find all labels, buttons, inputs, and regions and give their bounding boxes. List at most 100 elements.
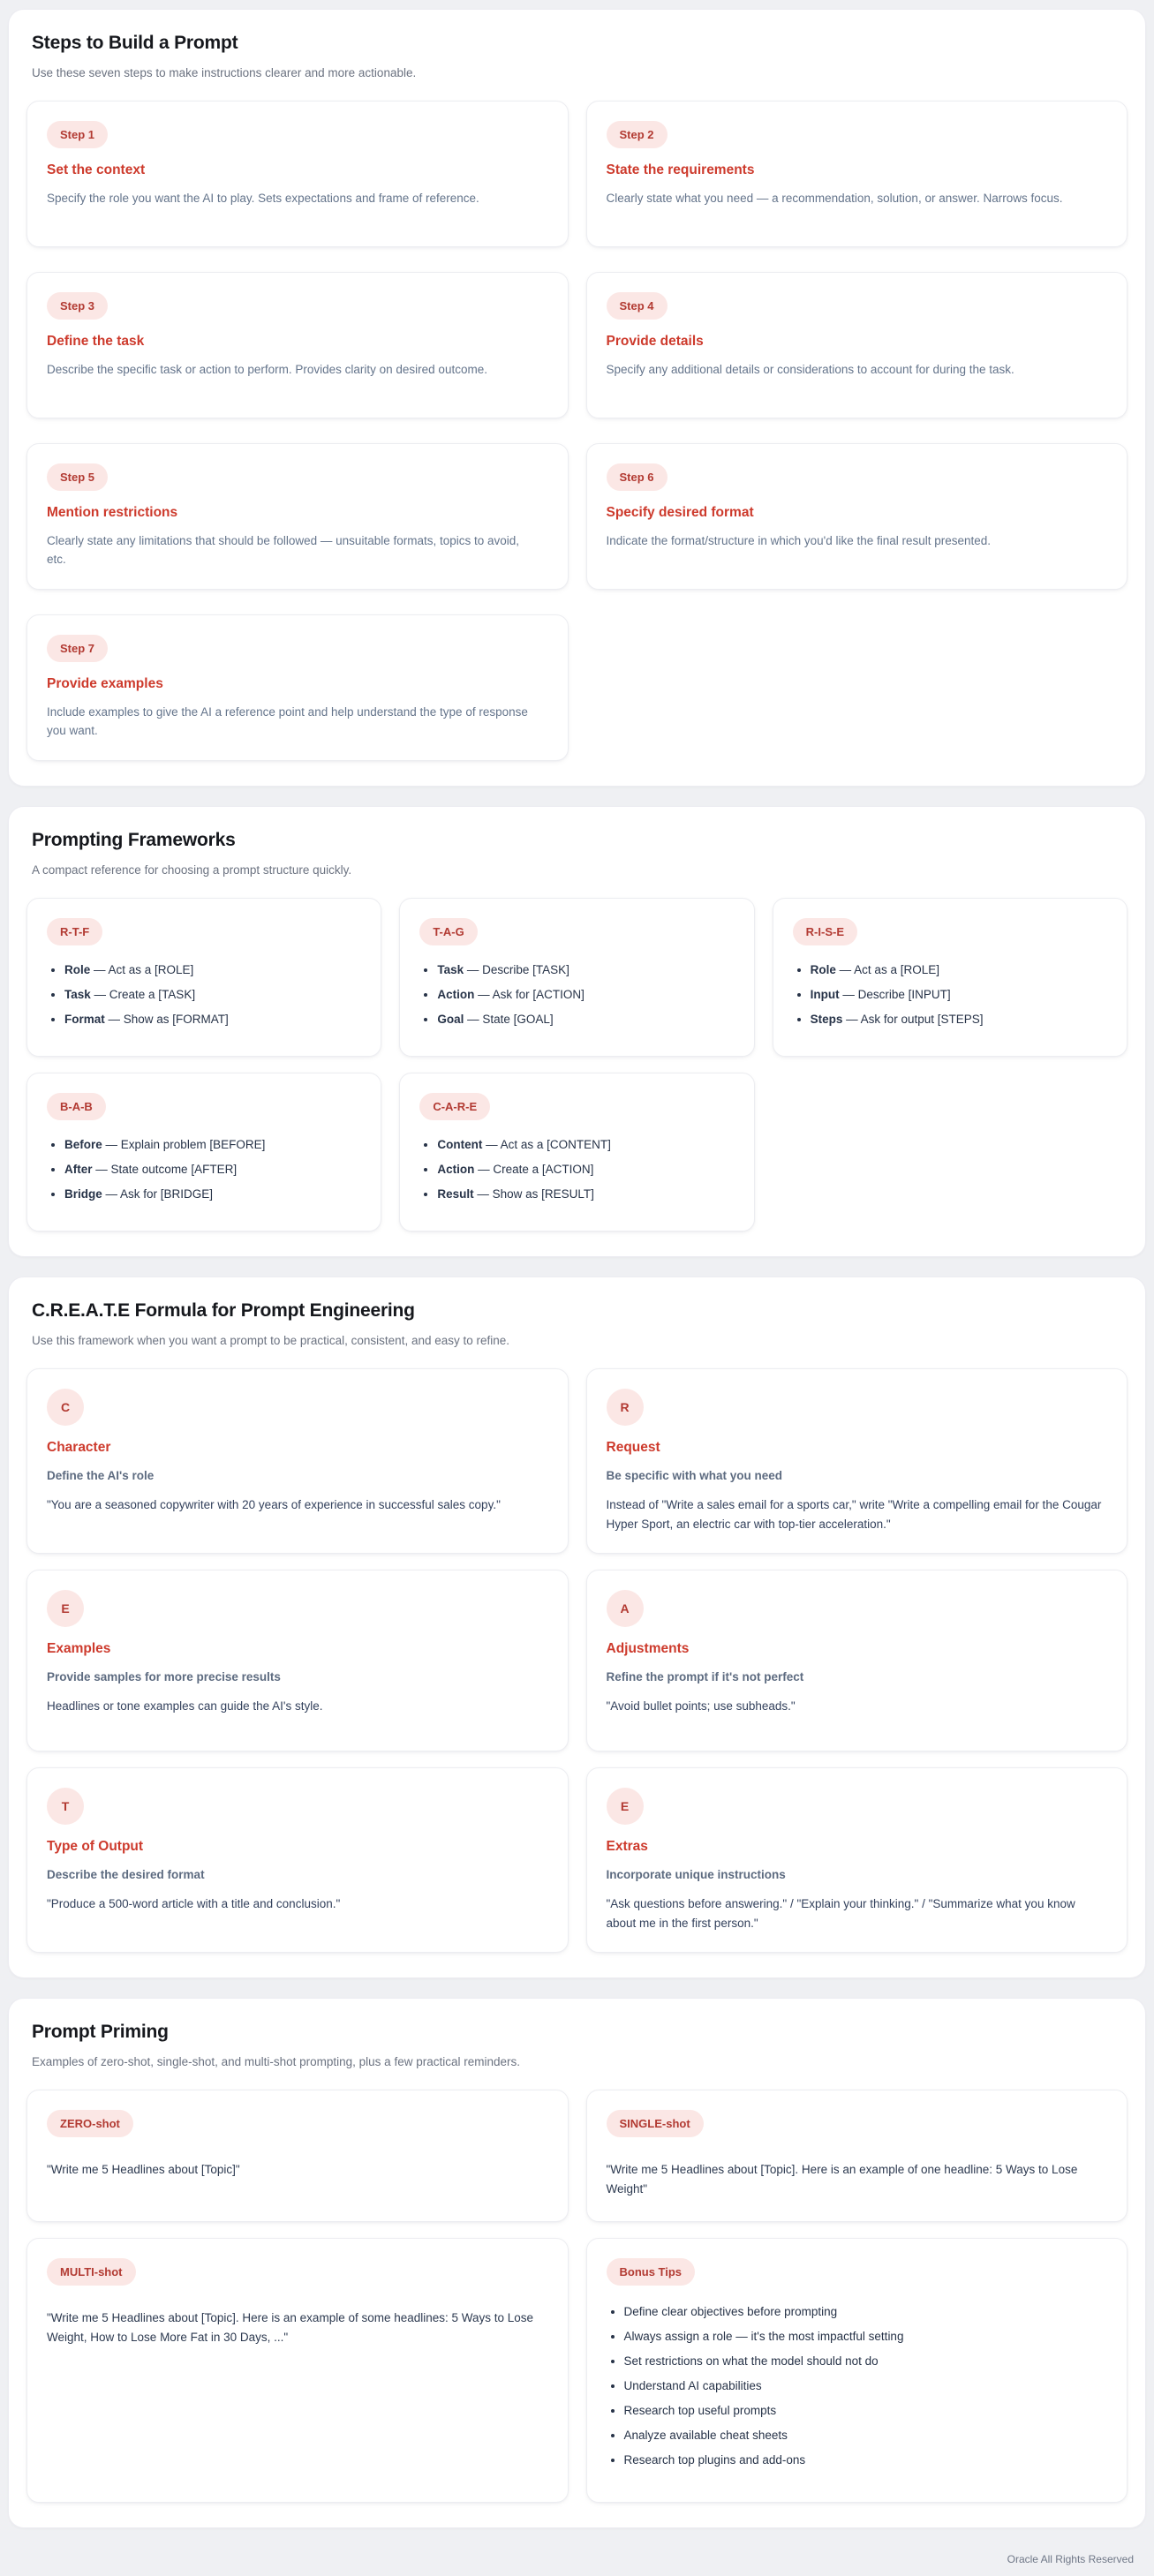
section-subtitle: A compact reference for choosing a promp…: [32, 863, 352, 877]
step-body: Specify any additional details or consid…: [606, 363, 1014, 376]
create-subtitle: Be specific with what you need: [606, 1469, 783, 1482]
framework-item: Before — Explain problem [BEFORE]: [64, 1138, 361, 1151]
step-title: Provide examples: [47, 676, 163, 691]
priming-body: "Write me 5 Headlines about [Topic]. Her…: [47, 2311, 534, 2344]
step-card-4: Step 4 Provide details Specify any addit…: [585, 272, 1128, 418]
framework-item: Format — Show as [FORMAT]: [64, 1013, 361, 1026]
create-body: "You are a seasoned copywriter with 20 y…: [47, 1498, 501, 1511]
create-badge: A: [606, 1590, 644, 1628]
step-badge: Step 6: [606, 463, 668, 491]
step-card-1: Step 1 Set the context Specify the role …: [26, 101, 569, 247]
bonus-tip-item: Research top useful prompts: [624, 2404, 1108, 2417]
create-card-extras: E Extras Incorporate unique instructions…: [585, 1767, 1128, 1954]
step-badge: Step 5: [47, 463, 109, 491]
framework-item: Action — Ask for [ACTION]: [437, 988, 734, 1001]
step-title: Mention restrictions: [47, 505, 178, 520]
framework-badge: T-A-G: [419, 918, 478, 945]
step-card-3: Step 3 Define the task Describe the spec…: [26, 272, 569, 418]
framework-item: After — State outcome [AFTER]: [64, 1163, 361, 1176]
priming-card-zero-shot: ZERO-shot "Write me 5 Headlines about [T…: [26, 2090, 569, 2223]
framework-item: Content — Act as a [CONTENT]: [437, 1138, 734, 1151]
create-title: Request: [606, 1440, 660, 1455]
bonus-tips-list: Define clear objectives before prompting…: [607, 2305, 1108, 2467]
bonus-tip-item: Define clear objectives before prompting: [624, 2305, 1108, 2318]
framework-item: Result — Show as [RESULT]: [437, 1187, 734, 1201]
framework-badge: R-T-F: [47, 918, 103, 945]
section-create: C.R.E.A.T.E Formula for Prompt Engineeri…: [8, 1277, 1146, 1979]
step-body: Clearly state any limitations that shoul…: [47, 534, 520, 566]
step-title: Specify desired format: [606, 505, 754, 520]
framework-badge: C-A-R-E: [419, 1093, 491, 1120]
framework-card-tag: T-A-G Task — Describe [TASK] Action — As…: [399, 898, 755, 1057]
create-card-request: R Request Be specific with what you need…: [585, 1368, 1128, 1555]
priming-badge: SINGLE-shot: [606, 2110, 704, 2138]
page-title: Steps to Build a Prompt: [32, 33, 238, 53]
create-card-adjustments: A Adjustments Refine the prompt if it's …: [585, 1570, 1128, 1752]
section-subtitle: Use this framework when you want a promp…: [32, 1334, 510, 1347]
framework-card-rtf: R-T-F Role — Act as a [ROLE] Task — Crea…: [26, 898, 382, 1057]
create-body: "Ask questions before answering." / "Exp…: [606, 1897, 1075, 1930]
step-card-6: Step 6 Specify desired format Indicate t…: [585, 443, 1128, 590]
bonus-tip-item: Analyze available cheat sheets: [624, 2429, 1108, 2442]
steps-grid: Step 1 Set the context Specify the role …: [26, 101, 1128, 761]
framework-card-rise: R-I-S-E Role — Act as a [ROLE] Input — D…: [772, 898, 1128, 1057]
section-priming: Prompt Priming Examples of zero-shot, si…: [8, 1998, 1146, 2529]
step-title: Provide details: [606, 334, 704, 349]
step-title: State the requirements: [606, 162, 755, 177]
section-steps: Steps to Build a Prompt Use these seven …: [8, 9, 1146, 787]
framework-item: Role — Act as a [ROLE]: [811, 963, 1107, 976]
create-body: Headlines or tone examples can guide the…: [47, 1699, 323, 1714]
create-body: "Produce a 500-word article with a title…: [47, 1897, 341, 1911]
footer-copyright: Oracle All Rights Reserved: [1007, 2553, 1134, 2566]
create-card-type-of-output: T Type of Output Describe the desired fo…: [26, 1767, 569, 1954]
create-subtitle: Provide samples for more precise results: [47, 1670, 281, 1684]
framework-item: Task — Create a [TASK]: [64, 988, 361, 1001]
bonus-tip-item: Understand AI capabilities: [624, 2379, 1108, 2392]
frameworks-grid: R-T-F Role — Act as a [ROLE] Task — Crea…: [26, 898, 1128, 1232]
create-badge: E: [47, 1590, 84, 1628]
step-body: Indicate the format/structure in which y…: [606, 534, 992, 547]
create-title: Adjustments: [606, 1641, 690, 1657]
framework-item: Task — Describe [TASK]: [437, 963, 734, 976]
priming-badge: ZERO-shot: [47, 2110, 133, 2138]
priming-card-single-shot: SINGLE-shot "Write me 5 Headlines about …: [585, 2090, 1128, 2223]
create-badge: C: [47, 1389, 84, 1426]
priming-badge: MULTI-shot: [47, 2258, 136, 2286]
section-title: C.R.E.A.T.E Formula for Prompt Engineeri…: [32, 1300, 415, 1321]
priming-body: "Write me 5 Headlines about [Topic]": [47, 2163, 240, 2177]
create-card-examples: E Examples Provide samples for more prec…: [26, 1570, 569, 1752]
create-body: Instead of "Write a sales email for a sp…: [606, 1498, 1102, 1531]
step-body: Clearly state what you need — a recommen…: [606, 192, 1063, 205]
step-badge: Step 1: [47, 121, 109, 148]
step-badge: Step 7: [47, 635, 109, 662]
section-frameworks: Prompting Frameworks A compact reference…: [8, 806, 1146, 1257]
framework-item: Steps — Ask for output [STEPS]: [811, 1013, 1107, 1026]
step-body: Describe the specific task or action to …: [47, 363, 487, 376]
framework-list: Before — Explain problem [BEFORE] After …: [47, 1138, 361, 1201]
create-badge: R: [606, 1389, 644, 1426]
bonus-tip-item: Always assign a role — it's the most imp…: [624, 2330, 1108, 2343]
framework-item: Goal — State [GOAL]: [437, 1013, 734, 1026]
framework-item: Action — Create a [ACTION]: [437, 1163, 734, 1176]
step-title: Set the context: [47, 162, 146, 177]
framework-item: Input — Describe [INPUT]: [811, 988, 1107, 1001]
framework-badge: R-I-S-E: [792, 918, 857, 945]
step-badge: Step 2: [606, 121, 668, 148]
priming-body: "Write me 5 Headlines about [Topic]. Her…: [606, 2163, 1078, 2196]
section-subtitle: Use these seven steps to make instructio…: [32, 66, 417, 79]
step-body: Specify the role you want the AI to play…: [47, 192, 479, 205]
create-card-character: C Character Define the AI's role "You ar…: [26, 1368, 569, 1555]
framework-list: Role — Act as a [ROLE] Input — Describe …: [793, 963, 1107, 1026]
framework-item: Role — Act as a [ROLE]: [64, 963, 361, 976]
framework-card-bab: B-A-B Before — Explain problem [BEFORE] …: [26, 1073, 382, 1232]
bonus-tip-item: Set restrictions on what the model shoul…: [624, 2354, 1108, 2368]
bonus-tips-badge: Bonus Tips: [606, 2258, 696, 2286]
create-badge: E: [606, 1788, 644, 1826]
create-subtitle: Refine the prompt if it's not perfect: [606, 1670, 804, 1684]
framework-list: Content — Act as a [CONTENT] Action — Cr…: [419, 1138, 734, 1201]
create-subtitle: Incorporate unique instructions: [606, 1868, 786, 1882]
create-title: Examples: [47, 1641, 111, 1657]
step-card-2: Step 2 State the requirements Clearly st…: [585, 101, 1128, 247]
priming-grid: ZERO-shot "Write me 5 Headlines about [T…: [26, 2090, 1128, 2504]
step-card-7: Step 7 Provide examples Include examples…: [26, 614, 569, 761]
